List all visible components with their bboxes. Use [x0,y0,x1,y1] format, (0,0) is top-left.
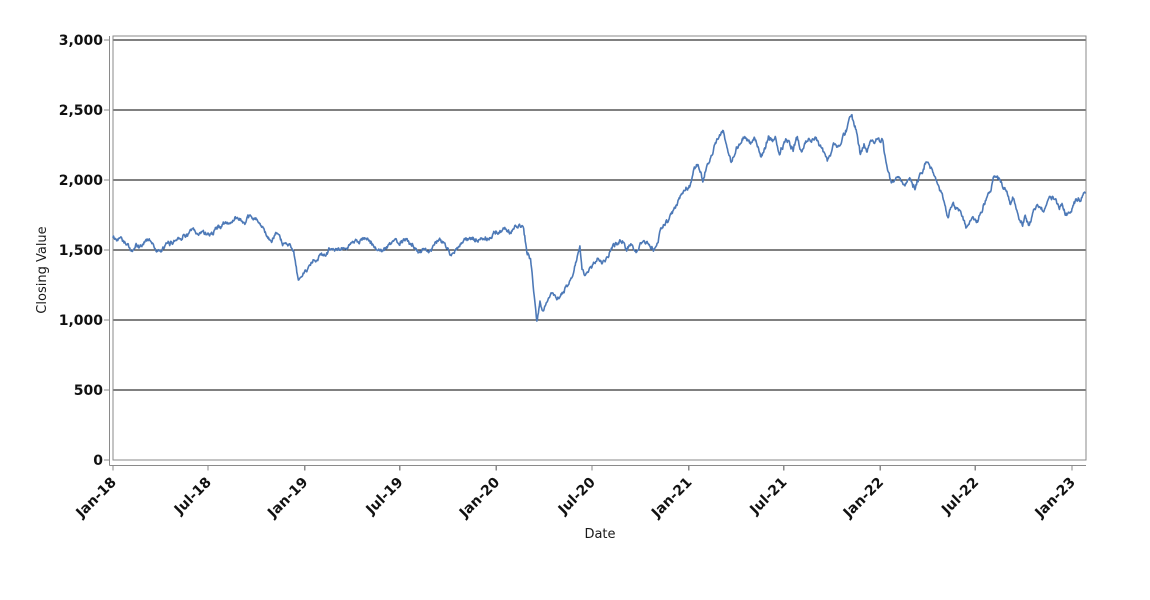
x-tick-label: Jan-23 [1032,475,1079,522]
y-tick-label: 0 [93,453,103,469]
y-tick-label: 2,500 [59,103,104,119]
axis-lines [104,36,1086,471]
x-tick-label: Jan-20 [456,474,503,521]
y-tick-label: 1,500 [59,243,104,259]
x-tick-label: Jan-19 [264,475,311,522]
x-tick-label: Jul-19 [363,475,407,519]
x-tick-label: Jul-21 [746,475,790,519]
closing-value-series [112,113,1086,322]
y-tick-label: 3,000 [59,33,104,49]
y-tick-label: 1,000 [59,313,104,329]
y-tick-label: 2,000 [59,173,104,189]
y-tick-labels: 0 500 1,000 1,500 2,000 2,500 3,000 [59,33,104,469]
plot-border [112,35,1087,461]
x-tick-label: Jan-21 [648,475,695,522]
closing-value-line [112,113,1086,322]
x-axis-title: Date [584,527,615,542]
gridlines [113,39,1086,461]
x-tick-label: Jul-22 [938,475,982,519]
y-tick-label: 500 [74,383,103,399]
x-tick-label: Jan-22 [840,475,887,522]
plot-frame [112,35,1087,461]
x-tick-label: Jul-18 [171,475,215,519]
y-axis-title: Closing Value [35,226,50,313]
x-tick-labels: Jan-18 Jul-18 Jan-19 Jul-19 Jan-20 Jul-20 Jan-… [73,474,1079,521]
x-tick-label: Jan-18 [73,475,120,522]
x-tick-label: Jul-20 [555,474,599,518]
